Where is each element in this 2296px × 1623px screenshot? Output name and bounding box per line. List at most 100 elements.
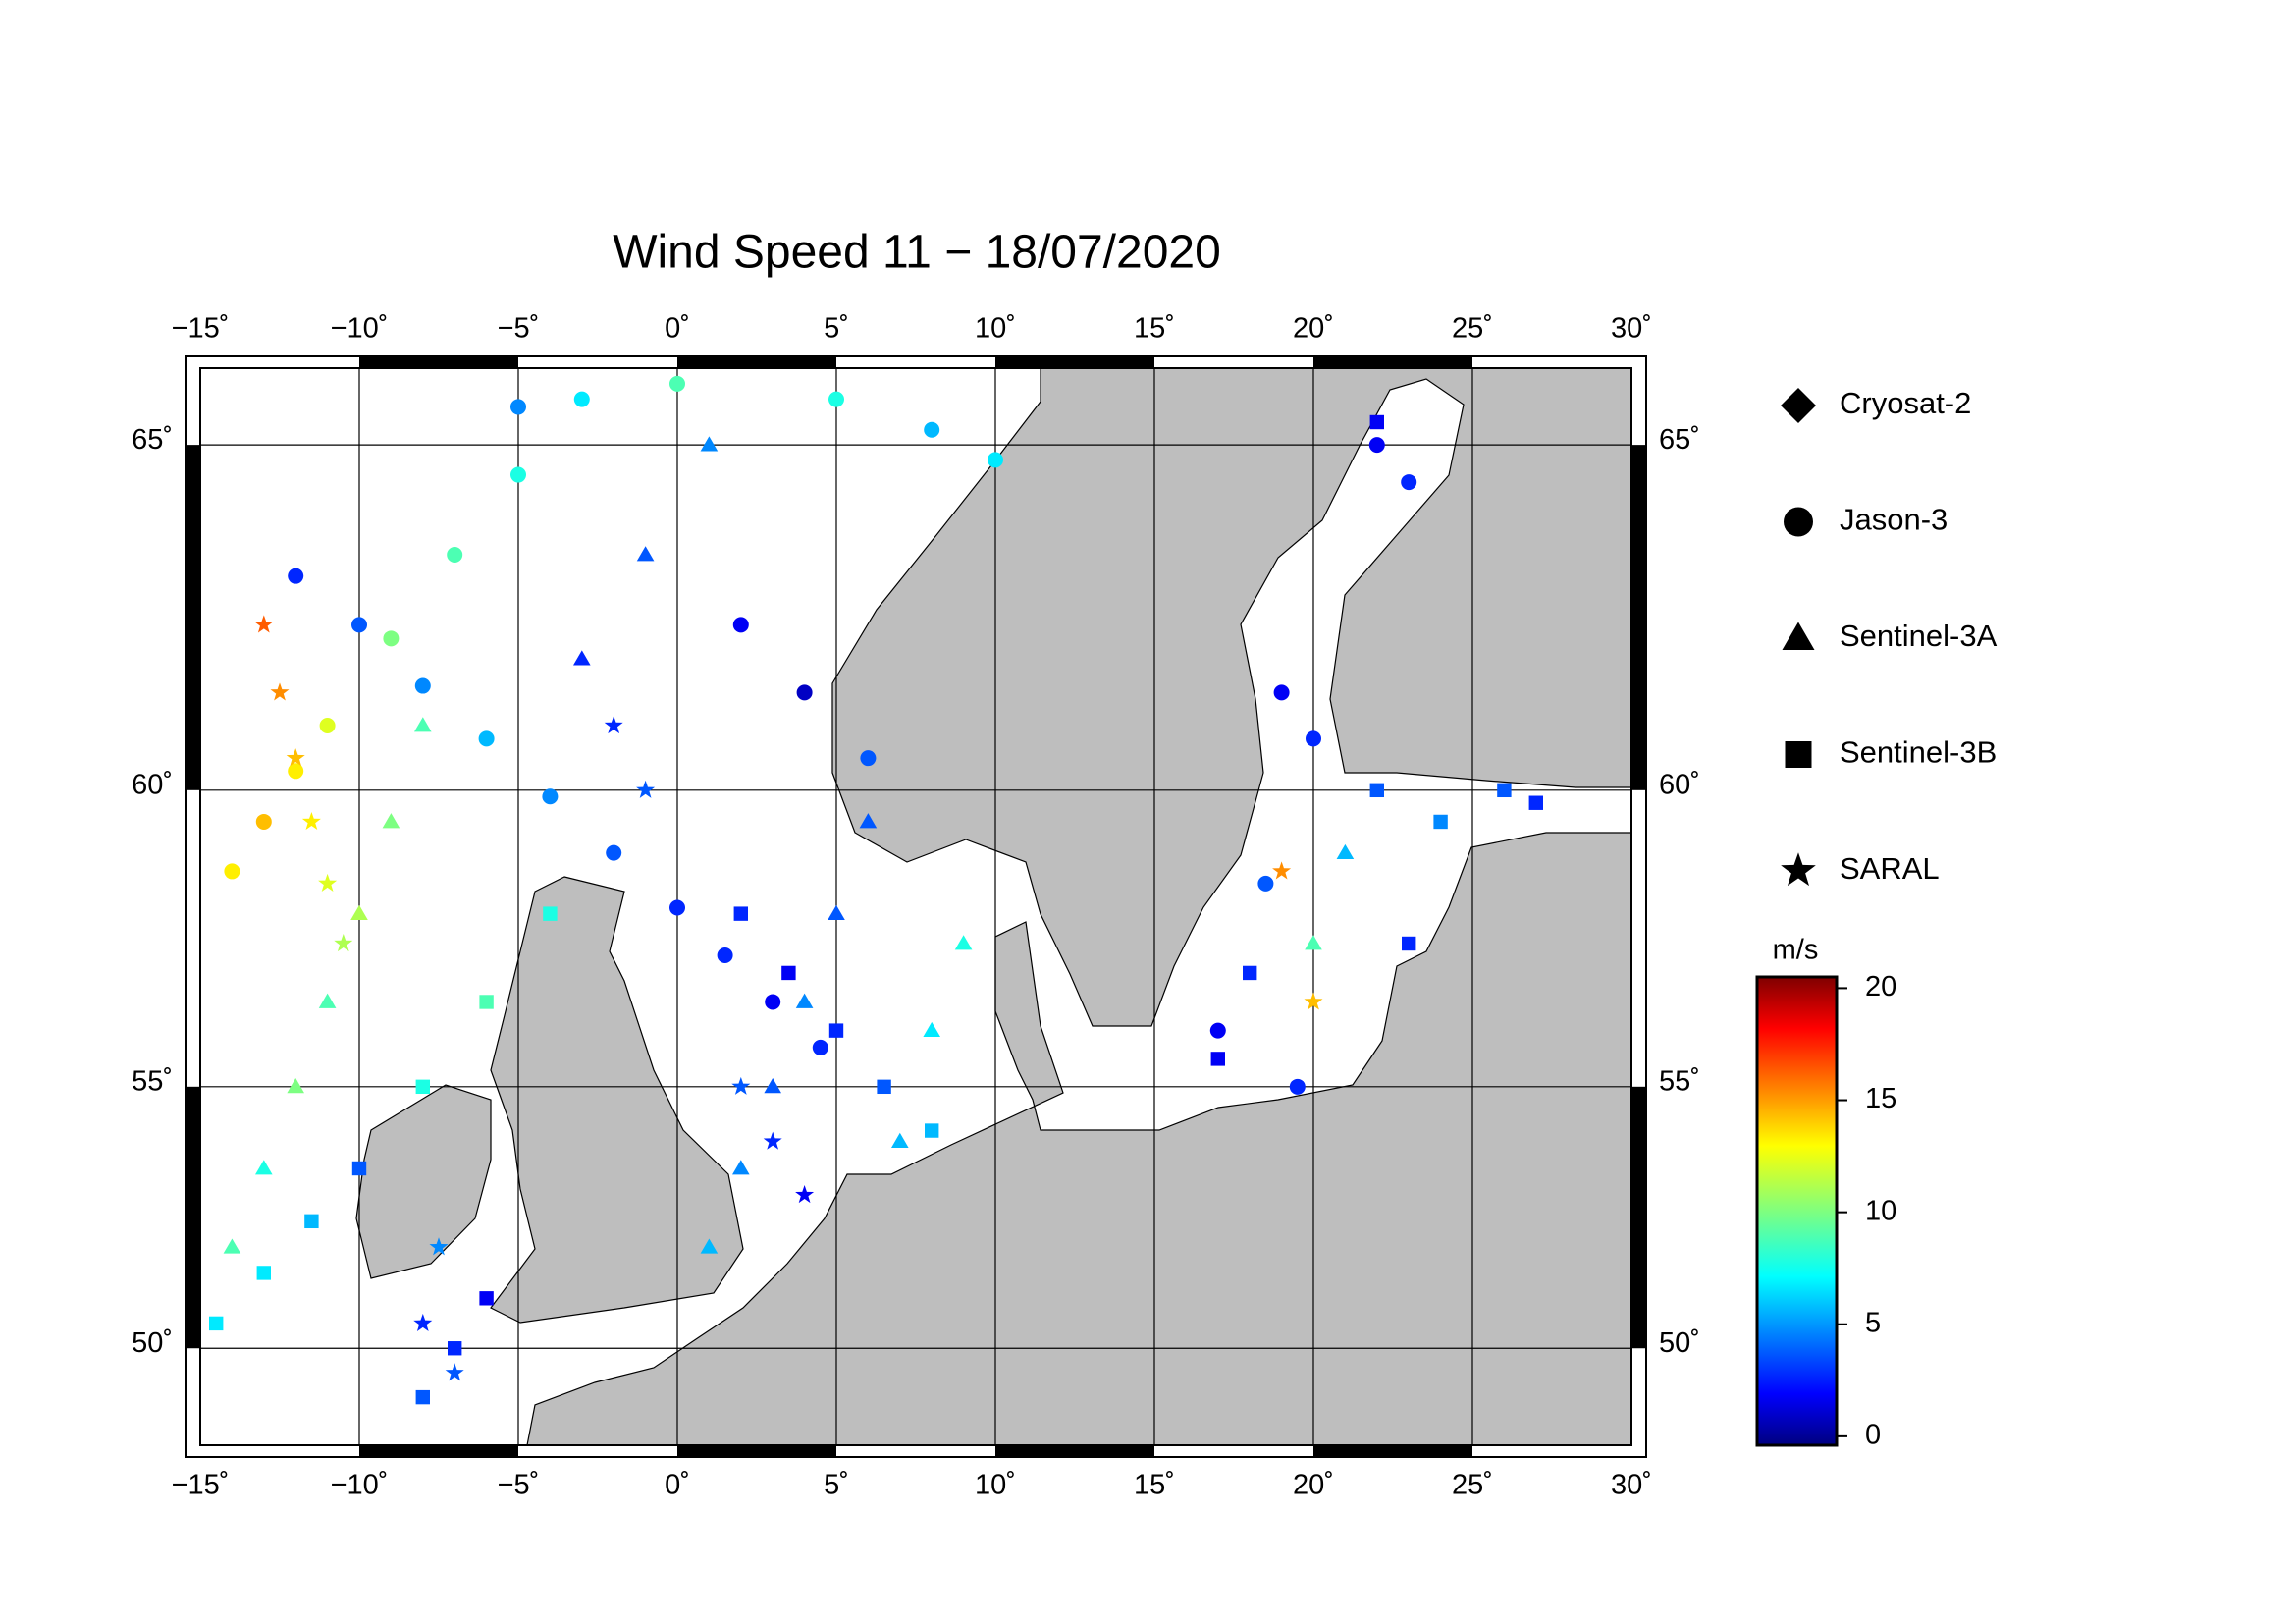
data-point xyxy=(270,682,290,701)
data-point xyxy=(478,730,495,747)
data-point xyxy=(448,1341,462,1356)
y-tick-label: 50˚ xyxy=(132,1327,173,1359)
x-tick-label: 25˚ xyxy=(1452,1470,1493,1501)
data-point xyxy=(414,677,431,694)
data-point xyxy=(1401,474,1417,491)
data-point xyxy=(319,718,336,734)
x-tick-label: 10˚ xyxy=(975,1470,1016,1501)
y-tick-label: 55˚ xyxy=(1659,1065,1700,1097)
data-point xyxy=(795,993,814,1008)
frame: −15˚ −15˚ −10˚ −10˚ −5˚ −5˚ 0˚ 0˚ 5˚ 5˚ 10˚ 10˚ 15˚ 1… xyxy=(132,313,1700,1501)
data-point xyxy=(286,748,305,767)
x-tick-label: 20˚ xyxy=(1293,313,1334,345)
legend-label: Sentinel-3A xyxy=(1840,619,1998,653)
y-tick-label: 60˚ xyxy=(132,769,173,800)
data-point xyxy=(304,1214,319,1229)
data-point xyxy=(1433,814,1448,830)
x-tick-label: 30˚ xyxy=(1611,1470,1652,1501)
colorbar-tick-label: 15 xyxy=(1865,1083,1896,1114)
data-point xyxy=(1497,783,1512,798)
x-tick-label: 5˚ xyxy=(824,1470,849,1501)
data-point xyxy=(828,391,844,407)
legend-marker xyxy=(1785,741,1812,768)
data-point xyxy=(414,717,432,732)
data-point xyxy=(573,650,591,666)
data-point xyxy=(1336,843,1355,860)
map-area xyxy=(200,368,1631,1445)
x-tick-label: 30˚ xyxy=(1611,313,1652,345)
data-point xyxy=(351,617,367,633)
legend: Cryosat-2 Jason-3 Sentinel-3A Sentinel-3B SA… xyxy=(1781,386,1998,886)
data-point xyxy=(479,1291,494,1306)
x-tick-label: −15˚ xyxy=(172,1470,230,1501)
data-point xyxy=(669,375,685,392)
y-tick-label: 65˚ xyxy=(1659,424,1700,456)
colorbar-tick-label: 10 xyxy=(1865,1195,1896,1226)
y-tick-label: 50˚ xyxy=(1659,1327,1700,1359)
data-point xyxy=(255,1160,273,1175)
ireland xyxy=(355,1084,492,1279)
data-point xyxy=(877,1079,891,1095)
data-point xyxy=(733,906,748,921)
data-point xyxy=(1368,437,1385,454)
data-point xyxy=(812,1039,828,1055)
data-point xyxy=(350,904,368,921)
frame-bar xyxy=(677,356,836,368)
data-point xyxy=(510,399,526,415)
data-point xyxy=(429,1237,449,1256)
frame-bar xyxy=(995,1445,1154,1457)
data-point xyxy=(1402,936,1416,951)
data-point xyxy=(732,1160,750,1175)
data-point xyxy=(256,1266,271,1280)
data-point xyxy=(732,617,749,633)
data-point xyxy=(447,546,463,563)
legend-marker xyxy=(1784,507,1813,537)
data-point xyxy=(334,933,353,952)
colorbar-tick-label: 20 xyxy=(1865,971,1896,1002)
data-point xyxy=(700,436,719,452)
data-point xyxy=(287,1078,304,1094)
frame-bar xyxy=(995,356,1154,368)
data-point xyxy=(209,1316,224,1331)
data-point xyxy=(415,1079,430,1095)
frame-bar xyxy=(1631,1086,1646,1349)
data-point xyxy=(795,1185,815,1204)
data-point xyxy=(223,1238,241,1254)
map-border xyxy=(199,367,1632,1446)
frame-bar xyxy=(186,445,200,790)
frame-bar xyxy=(359,1445,518,1457)
y-tick-label: 65˚ xyxy=(132,424,173,456)
data-point xyxy=(636,546,655,562)
data-point xyxy=(731,1076,751,1095)
data-point xyxy=(301,811,321,831)
data-point xyxy=(255,813,272,830)
frame-bar xyxy=(677,1445,836,1457)
data-point xyxy=(351,1161,367,1176)
great-britain xyxy=(490,876,744,1324)
data-point xyxy=(763,1131,782,1150)
x-tick-label: 0˚ xyxy=(665,1470,690,1501)
frame-bar xyxy=(186,1086,200,1349)
data-point xyxy=(1243,965,1257,981)
y-tick-label: 60˚ xyxy=(1659,769,1700,800)
data-point xyxy=(510,466,526,483)
data-point xyxy=(860,750,877,767)
data-point xyxy=(764,1078,781,1094)
data-point xyxy=(1528,795,1543,810)
data-point xyxy=(254,615,274,633)
x-tick-label: 15˚ xyxy=(1134,1470,1175,1501)
data-point xyxy=(318,873,338,892)
data-point xyxy=(573,391,590,407)
data-point xyxy=(413,1313,433,1331)
x-tick-label: 0˚ xyxy=(665,313,690,345)
x-tick-label: 25˚ xyxy=(1452,313,1493,345)
data-point xyxy=(479,995,494,1009)
data-point xyxy=(224,863,240,880)
x-tick-label: 20˚ xyxy=(1293,1470,1334,1501)
points xyxy=(209,375,1543,1405)
legend-label: SARAL xyxy=(1840,851,1940,886)
y-tick-label: 55˚ xyxy=(132,1065,173,1097)
data-point xyxy=(796,684,813,701)
colorbar-tick-label: 0 xyxy=(1865,1420,1881,1451)
